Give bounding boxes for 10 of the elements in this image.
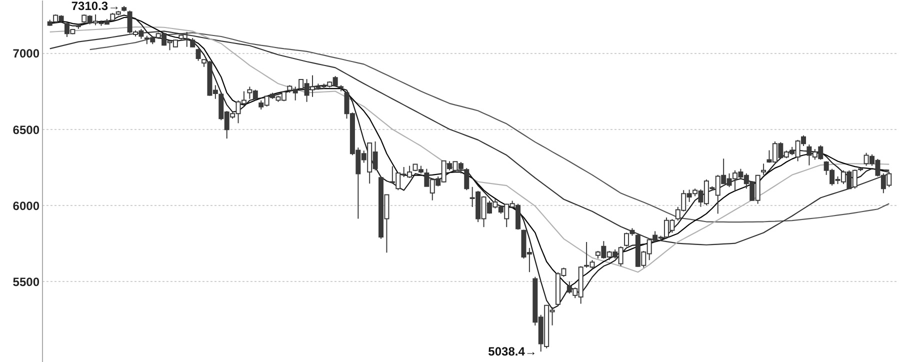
y-tick-label: 6500 <box>12 122 40 137</box>
annotation: 5038.4→ <box>488 344 537 359</box>
y-tick-label: 6000 <box>12 198 40 213</box>
candlestick <box>761 163 766 176</box>
line-series <box>89 32 890 223</box>
candlestick <box>464 168 470 191</box>
annotation: 7310.3→ <box>71 0 120 14</box>
y-tick-label: 7000 <box>12 46 40 61</box>
candlestick <box>196 48 201 62</box>
y-tick-label: 5500 <box>12 274 40 289</box>
